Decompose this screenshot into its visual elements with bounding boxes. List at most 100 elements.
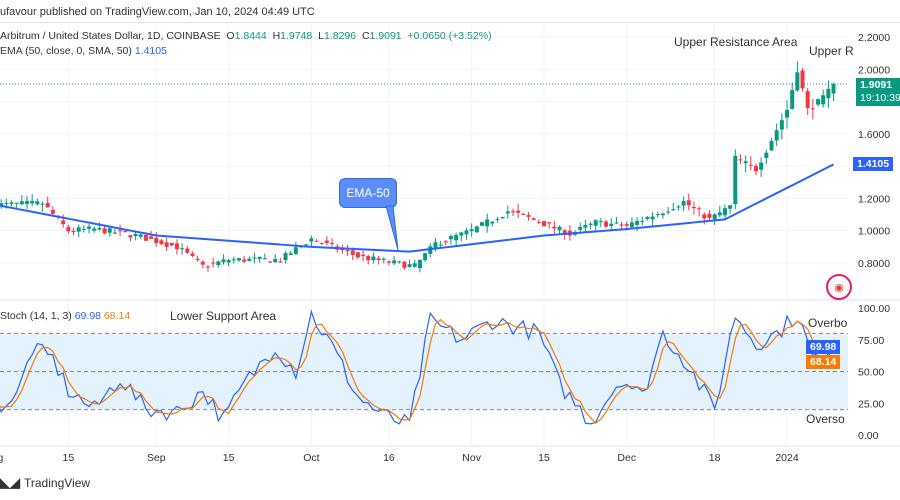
candle-body: [268, 261, 273, 263]
ema-line: [0, 163, 834, 253]
candle-body: [821, 95, 826, 105]
time-tick-label: Sep: [147, 452, 166, 464]
candle-body: [195, 258, 200, 260]
candle-body: [4, 202, 9, 204]
oversold-note: Overso: [806, 412, 845, 426]
candle-body: [304, 244, 309, 246]
candle-body: [417, 259, 422, 269]
price-tick-label: 1.0000: [858, 226, 890, 238]
ema-callout[interactable]: EMA-50: [339, 178, 397, 208]
candle-body: [30, 200, 35, 204]
stoch-legend[interactable]: Stoch (14, 1, 3) 69.98 68.14: [0, 310, 131, 322]
candle-body: [459, 232, 464, 236]
candle-body: [226, 260, 231, 263]
candle-body: [485, 219, 490, 227]
candle-body: [578, 226, 583, 230]
candle-body: [366, 256, 371, 261]
change-value: +0.0650 (+3.52%): [407, 30, 492, 42]
tradingview-brand: TradingView: [24, 476, 91, 490]
candle-body: [293, 247, 298, 255]
candle-body: [66, 226, 71, 232]
candle-body: [562, 230, 567, 235]
candle-body: [138, 234, 143, 237]
high-value: 1.9748: [280, 30, 313, 42]
time-tick-label: 15: [63, 452, 75, 464]
candle-body: [87, 226, 92, 229]
candle-body: [764, 152, 769, 159]
candle-body: [526, 215, 531, 217]
candle-body: [598, 221, 603, 223]
candle-body: [252, 257, 257, 259]
candle-body: [25, 201, 30, 204]
candle-body: [423, 253, 428, 261]
candle-body: [676, 206, 681, 208]
candle-body: [112, 232, 117, 234]
candle-body: [547, 222, 552, 224]
stoch-tick-label: 100.00: [858, 303, 890, 315]
ema-value: 1.4105: [134, 45, 167, 57]
candle-body: [262, 258, 267, 260]
candle-body: [505, 211, 510, 214]
candle-body: [128, 235, 133, 238]
candle-body: [443, 241, 448, 243]
candle-body: [536, 221, 541, 223]
low-value: 1.8296: [323, 30, 357, 42]
economic-events-icon[interactable]: ◉: [826, 274, 852, 300]
time-tick-label: 16: [383, 452, 395, 464]
candle-body: [588, 223, 593, 225]
candle-body: [816, 99, 821, 105]
candle-body: [500, 216, 505, 219]
candle-body: [200, 261, 205, 265]
stoch-tick-label: 50.00: [858, 367, 884, 379]
candle-body: [691, 207, 696, 209]
upper-resistance-note: Upper Resistance Area: [674, 35, 798, 49]
candle-body: [697, 208, 702, 210]
candle-body: [469, 229, 474, 232]
candle-body: [650, 216, 655, 220]
candle-body: [397, 261, 402, 263]
lower-support-note: Lower Support Area: [170, 309, 277, 323]
candle-body: [92, 228, 97, 231]
candle-body: [19, 201, 24, 205]
candle-body: [319, 243, 324, 245]
candle-body: [76, 227, 81, 232]
candle-body: [273, 259, 278, 263]
symbol-title: Arbitrum / United States Dollar, 1D, COI…: [0, 30, 221, 42]
time-tick-label: 15: [223, 452, 235, 464]
last-price-tag: 1.9091 19:10:39: [856, 78, 900, 106]
candle-body: [381, 258, 386, 260]
candle-body: [242, 259, 247, 262]
stoch-k-value: 69.98: [74, 310, 101, 322]
candle-body: [454, 234, 459, 241]
candle-body: [464, 230, 469, 235]
candle-body: [221, 259, 226, 263]
stoch-d-line: [0, 318, 834, 424]
candle-body: [185, 248, 190, 253]
candle-body: [361, 254, 366, 257]
stoch-d-value: 68.14: [103, 310, 131, 322]
candle-body: [392, 260, 397, 264]
candle-body: [376, 258, 381, 260]
candle-body: [511, 211, 515, 213]
tradingview-logo-icon: ◣◢: [0, 475, 20, 490]
stoch-k-tag: 69.98: [806, 340, 841, 354]
time-tick-label: Aug: [0, 452, 3, 464]
candle-body: [314, 240, 319, 242]
close-value: 1.9091: [369, 30, 402, 42]
time-tick-label: Oct: [303, 452, 319, 464]
candle-body: [769, 141, 774, 151]
candle-body: [283, 253, 288, 260]
candle-body: [71, 231, 76, 233]
candle-body: [629, 222, 634, 228]
candle-body: [9, 202, 14, 204]
candle-body: [531, 218, 536, 220]
ema-legend[interactable]: EMA (50, close, 0, SMA, 50) 1.4105: [0, 45, 167, 57]
stoch-k-line: [0, 309, 835, 425]
candle-body: [355, 252, 360, 258]
candle-body: [143, 235, 148, 241]
time-tick-label: Dec: [617, 452, 636, 464]
time-tick-label: 15: [538, 452, 550, 464]
candle-body: [712, 214, 717, 220]
candle-body: [810, 108, 815, 110]
